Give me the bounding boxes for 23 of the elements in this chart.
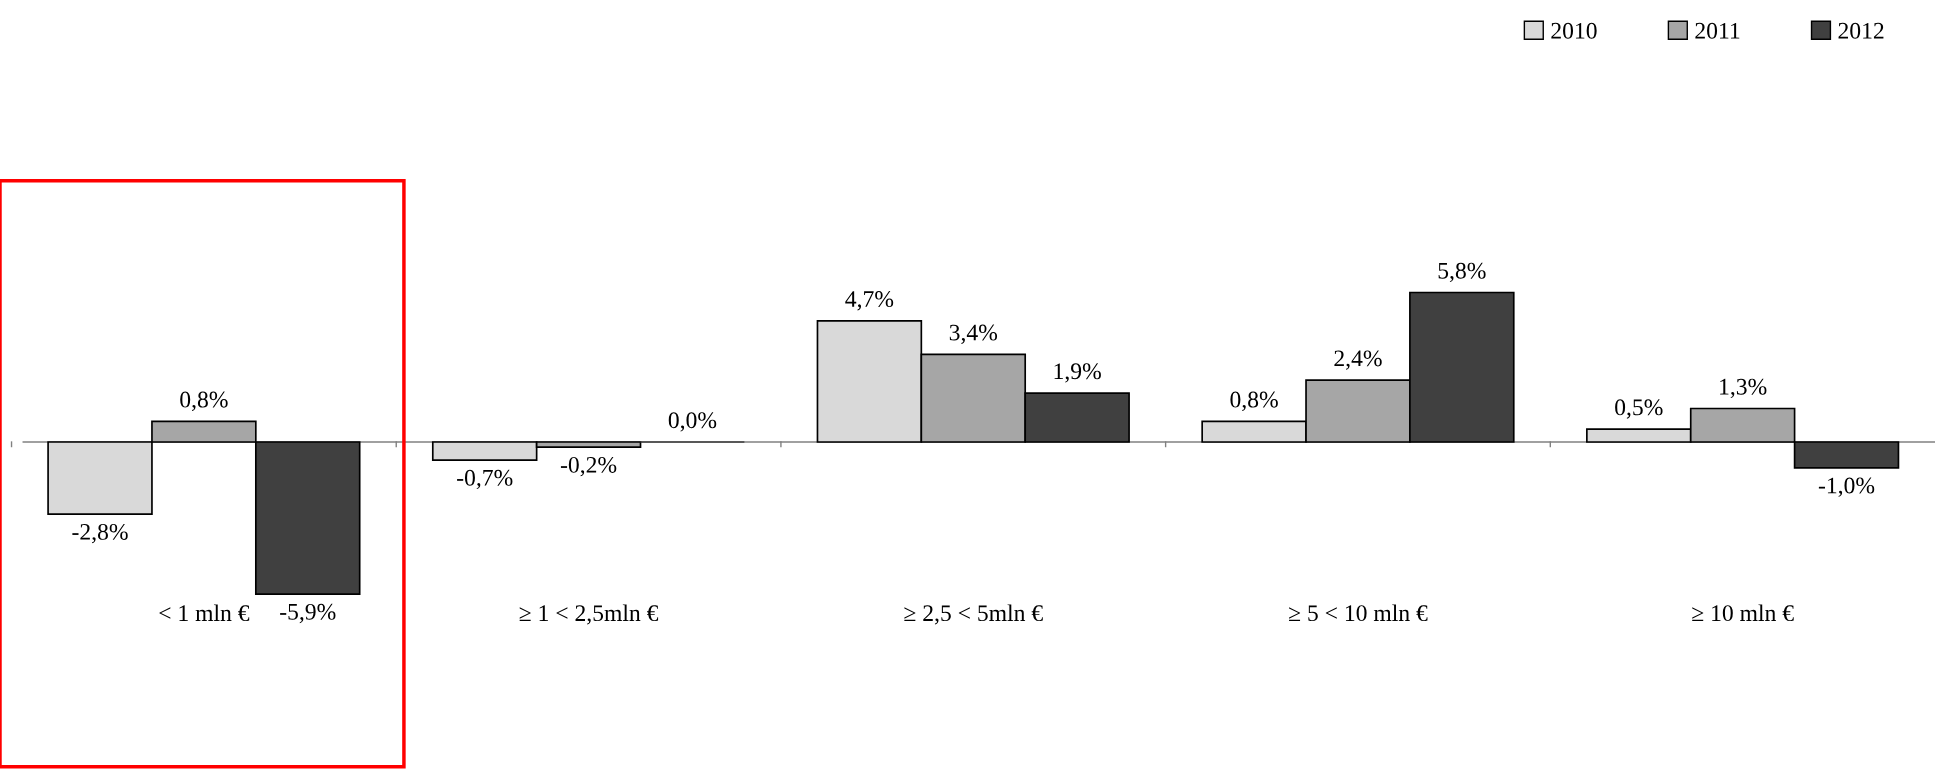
data-label: 4,7% bbox=[845, 291, 894, 311]
data-label: 3,4% bbox=[949, 324, 998, 344]
legend-label: 2010 bbox=[1551, 22, 1597, 39]
data-label: -0,7% bbox=[457, 469, 513, 490]
data-label: -5,9% bbox=[280, 603, 336, 624]
data-label: 0,5% bbox=[1615, 399, 1663, 419]
data-label: -1,0% bbox=[1818, 477, 1875, 497]
data-label: 1,3% bbox=[1720, 378, 1767, 399]
legend-label: 2011 bbox=[1695, 22, 1740, 39]
x-tick-label: ≥ 2,5 < 5mln € bbox=[904, 604, 1043, 625]
legend-label: 2012 bbox=[1838, 22, 1884, 39]
x-tick-label: ≥ 1 < 2,5mln € bbox=[519, 604, 659, 625]
data-label: 0,8% bbox=[180, 391, 228, 411]
data-label: 1,9% bbox=[1054, 363, 1101, 383]
data-label: 2,4% bbox=[1334, 350, 1382, 370]
x-tick-label: ≥ 10 mln € bbox=[1692, 604, 1794, 622]
data-label: 0,8% bbox=[1230, 391, 1278, 411]
data-label: 5,8% bbox=[1438, 262, 1486, 283]
data-label: 0,0% bbox=[668, 412, 717, 432]
x-tick-label: ≥ 5 < 10 mln € bbox=[1289, 604, 1428, 622]
data-label: -0,2% bbox=[560, 456, 617, 477]
data-label: -2,8% bbox=[72, 523, 128, 544]
x-tick-label: < 1 mln € bbox=[159, 604, 250, 622]
